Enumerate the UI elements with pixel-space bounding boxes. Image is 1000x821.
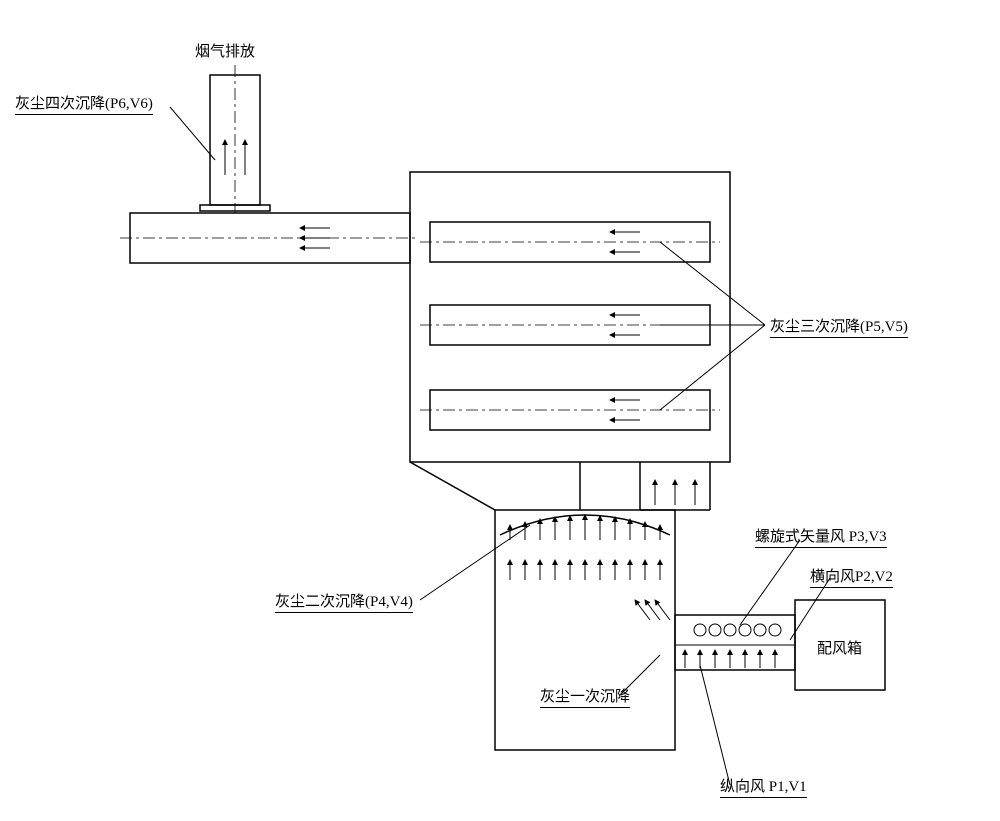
label-dust3: 灰尘三次沉降(P5,V5)	[770, 315, 908, 338]
arc-arrows-row1	[510, 515, 660, 540]
label-spiral-wind: 螺旋式矢量风 P3,V3	[755, 525, 887, 548]
furnace	[495, 510, 675, 750]
main-box	[410, 172, 730, 462]
leader-p1	[700, 665, 730, 785]
label-air-box: 配风箱	[817, 637, 862, 658]
label-dust4: 灰尘四次沉降(P6,V6)	[15, 92, 153, 115]
air-inlet	[675, 615, 795, 670]
diagram-canvas	[0, 0, 1000, 821]
label-dust2: 灰尘二次沉降(P4,V4)	[275, 590, 413, 613]
flame-arrows-icon	[635, 600, 670, 620]
spiral-icon	[694, 624, 781, 636]
arc-arrows-row2	[510, 560, 660, 580]
inlet-arrows	[685, 650, 775, 668]
label-flue-gas: 烟气排放	[195, 40, 255, 61]
leader-p4	[420, 525, 530, 600]
leader-p3	[740, 540, 800, 625]
label-vertical-wind: 纵向风 P1,V1	[720, 775, 807, 798]
leader-p6	[170, 107, 215, 160]
leader-p5	[660, 242, 765, 410]
label-horizontal-wind: 横向风P2,V2	[810, 565, 893, 588]
label-dust1: 灰尘一次沉降	[540, 685, 630, 708]
